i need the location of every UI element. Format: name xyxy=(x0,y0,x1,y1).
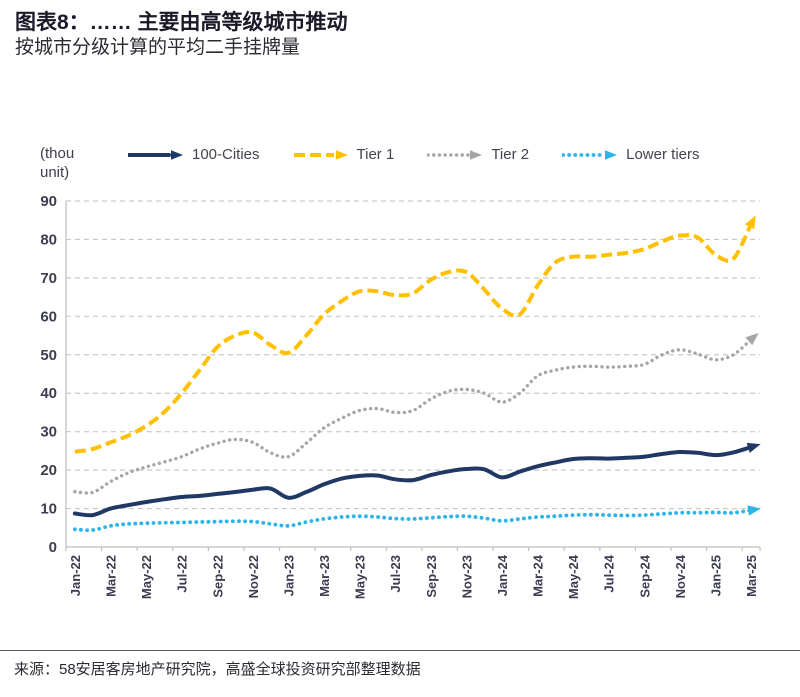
legend-label-lower-tiers: Lower tiers xyxy=(626,146,700,163)
x-tick-label: May-24 xyxy=(566,554,581,599)
y-axis-unit-label: (thou unit) xyxy=(40,145,75,181)
x-tick-label: May-23 xyxy=(353,555,368,599)
legend-item-tier-2: Tier 2 xyxy=(427,146,529,163)
x-tick-label: Jan-22 xyxy=(68,555,83,596)
y-tick-label: 0 xyxy=(49,539,57,556)
legend-swatch-lower-tiers xyxy=(562,149,618,160)
x-tick-label: Nov-22 xyxy=(246,555,261,598)
legend-item-lower-tiers: Lower tiers xyxy=(562,146,699,163)
x-tick-label: Sep-23 xyxy=(424,555,439,598)
x-tick-label: Nov-23 xyxy=(459,555,474,598)
chart-title: 图表8：…… 主要由高等级城市推动 xyxy=(15,11,348,34)
legend-swatch-tier-1 xyxy=(293,149,348,160)
legend-items: 100-Cities Tier 1 Tier 2 Lower tiers xyxy=(128,146,732,163)
x-tick-label: Mar-25 xyxy=(744,555,759,597)
x-tick-label: Mar-24 xyxy=(531,554,546,597)
y-tick-label: 30 xyxy=(40,424,57,441)
x-tick-label: Jan-25 xyxy=(709,555,724,596)
legend-swatch-100-cities xyxy=(128,149,183,160)
x-tick-label: Mar-22 xyxy=(103,555,118,597)
x-tick-label: Sep-22 xyxy=(210,555,225,598)
y-tick-label: 10 xyxy=(40,501,57,518)
y-tick-label: 40 xyxy=(40,385,57,402)
series-line-tier-2 xyxy=(73,337,753,495)
footer-divider xyxy=(0,650,800,651)
series-arrow-lower-tiers xyxy=(747,505,761,516)
y-tick-label: 20 xyxy=(40,462,57,479)
legend-label-tier-1: Tier 1 xyxy=(356,146,395,163)
legend-label-tier-2: Tier 2 xyxy=(491,146,530,163)
series-line-100-cities xyxy=(72,445,754,518)
legend-item-100-cities: 100-Cities xyxy=(128,146,260,163)
x-tick-label: Jul-24 xyxy=(602,554,617,592)
x-tick-label: Jul-22 xyxy=(175,555,190,593)
x-tick-label: Sep-24 xyxy=(637,554,652,597)
legend-item-tier-1: Tier 1 xyxy=(293,146,395,163)
series-line-tier-1 xyxy=(74,223,753,454)
x-tick-label: Nov-24 xyxy=(673,554,688,598)
series-arrow-100-cities xyxy=(746,442,761,453)
y-tick-label: 90 xyxy=(40,193,57,210)
x-tick-label: Mar-23 xyxy=(317,555,332,597)
source-note: 来源：58安居客房地产研究院，高盛全球投资研究部整理数据 xyxy=(14,661,421,678)
x-tick-label: Jul-23 xyxy=(388,555,403,593)
y-tick-label: 60 xyxy=(40,308,57,325)
chart-legend: (thou unit) 100-Cities Tier 1 Tier 2 Lower … xyxy=(40,144,732,182)
legend-label-100-cities: 100-Cities xyxy=(192,146,260,163)
series-arrow-tier-1 xyxy=(745,215,756,230)
y-tick-label: 80 xyxy=(40,231,57,248)
series-arrow-tier-2 xyxy=(745,332,759,346)
x-tick-label: Jan-23 xyxy=(281,555,296,596)
legend-swatch-tier-2 xyxy=(427,149,483,160)
y-tick-label: 50 xyxy=(40,347,57,364)
y-tick-label: 70 xyxy=(40,270,57,287)
series-line-lower-tiers xyxy=(72,508,753,533)
x-tick-label: May-22 xyxy=(139,555,154,599)
chart-subtitle: 按城市分级计算的平均二手挂牌量 xyxy=(15,37,301,58)
x-tick-label: Jan-24 xyxy=(495,554,510,596)
